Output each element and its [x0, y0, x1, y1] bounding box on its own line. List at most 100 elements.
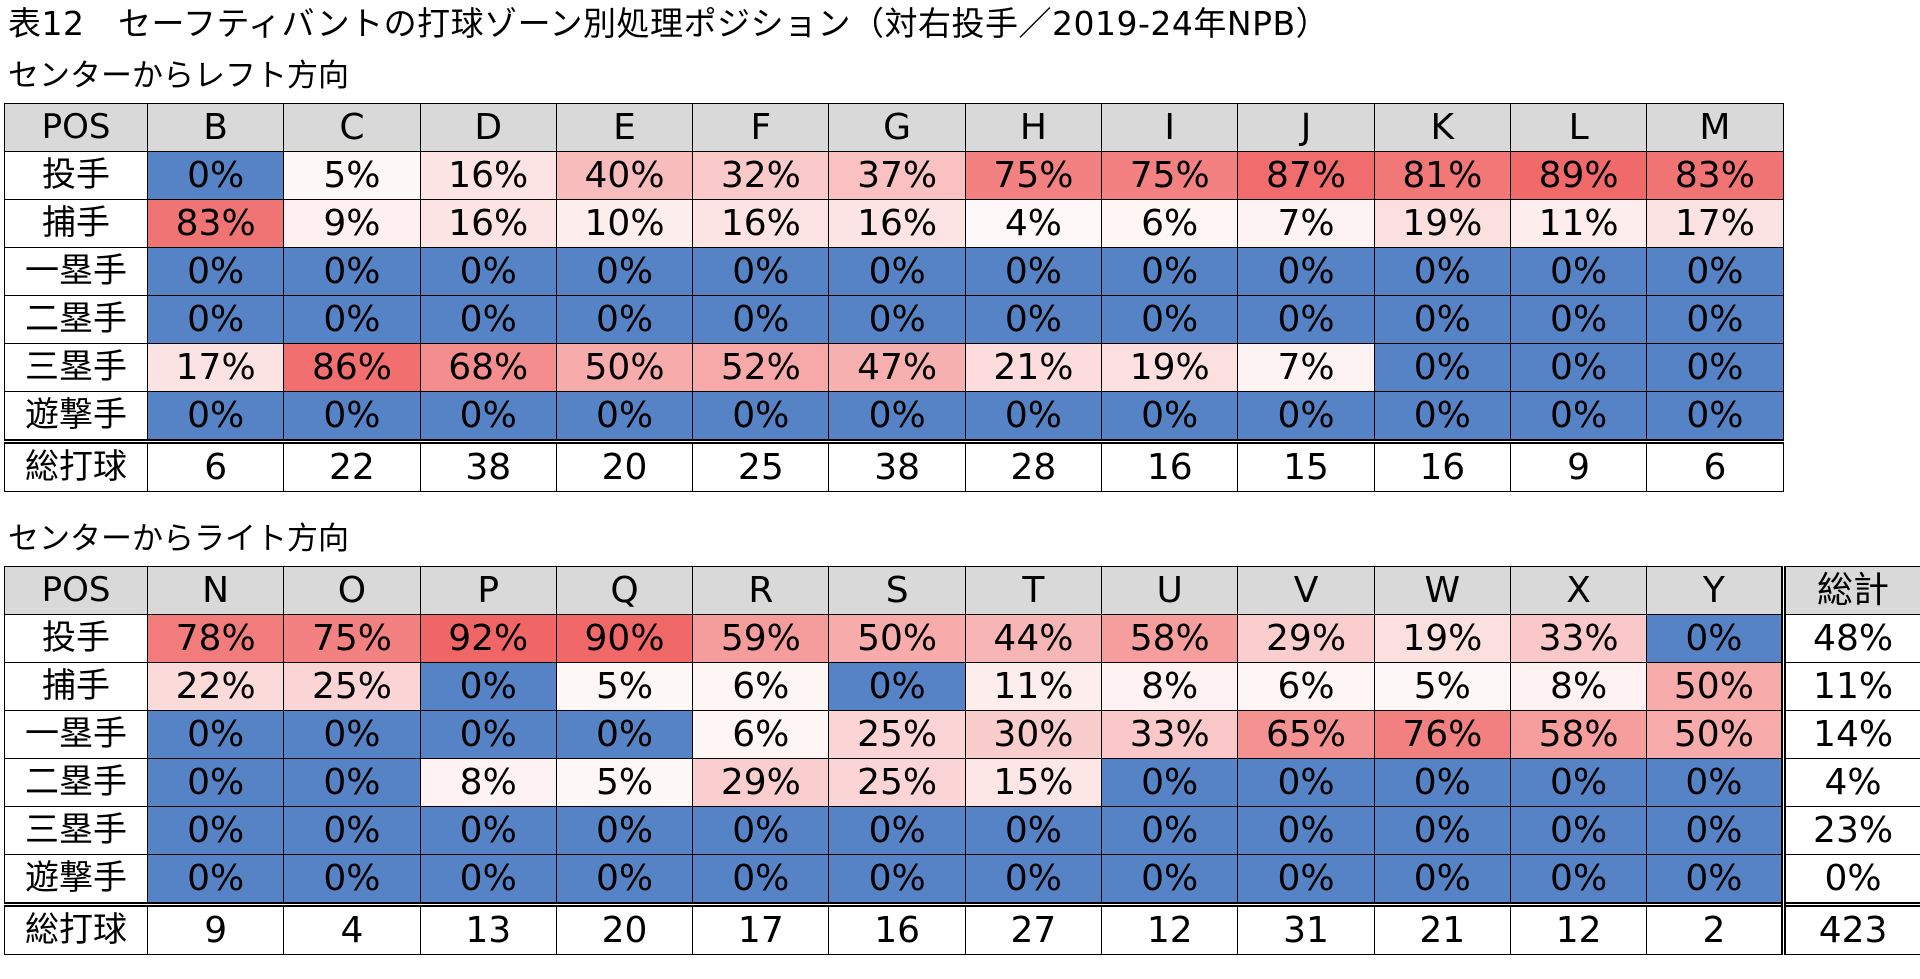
total-cell: 28	[964, 439, 1103, 492]
percent-cell: 25%	[828, 710, 966, 759]
percent-cell: 16%	[828, 199, 966, 248]
sum-cell: 23%	[1780, 806, 1920, 855]
percent-cell: 0%	[828, 662, 966, 711]
percent-cell: 0%	[1373, 806, 1511, 855]
header-row: POS N O P Q R S T U V W X Y 総計	[4, 566, 1920, 615]
percent-cell: 7%	[1237, 199, 1375, 248]
percent-cell: 0%	[555, 806, 694, 855]
zone-header: T	[964, 566, 1103, 615]
percent-cell: 0%	[283, 854, 421, 905]
percent-cell: 0%	[555, 247, 694, 296]
table-row: 二塁手 0% 0% 0% 0% 0% 0% 0% 0% 0% 0% 0% 0%	[4, 295, 1784, 344]
zone-header: K	[1373, 103, 1511, 152]
percent-cell: 47%	[828, 343, 966, 392]
percent-cell: 83%	[1646, 151, 1784, 200]
total-cell: 6	[146, 439, 285, 492]
percent-cell: 15%	[964, 758, 1103, 807]
percent-cell: 0%	[146, 758, 285, 807]
percent-cell: 0%	[555, 710, 694, 759]
percent-cell: 29%	[1237, 614, 1375, 663]
pos-header: POS	[4, 103, 148, 152]
sum-cell: 11%	[1780, 662, 1920, 711]
percent-cell: 6%	[692, 662, 830, 711]
position-label: 捕手	[4, 662, 148, 711]
zone-header: M	[1646, 103, 1784, 152]
percent-cell: 0%	[1509, 391, 1648, 442]
percent-cell: 0%	[828, 854, 966, 905]
percent-cell: 0%	[1101, 247, 1239, 296]
percent-cell: 0%	[555, 854, 694, 905]
percent-cell: 5%	[283, 151, 421, 200]
total-cell: 21	[1373, 902, 1511, 955]
total-cell: 31	[1237, 902, 1375, 955]
percent-cell: 50%	[1646, 662, 1784, 711]
zone-header: C	[283, 103, 421, 152]
position-label: 一塁手	[4, 247, 148, 296]
percent-cell: 0%	[419, 391, 557, 442]
table-row: 遊撃手 0% 0% 0% 0% 0% 0% 0% 0% 0% 0% 0% 0% 0%	[4, 854, 1920, 905]
percent-cell: 0%	[146, 710, 285, 759]
percent-cell: 0%	[1237, 391, 1375, 442]
percent-cell: 0%	[1373, 295, 1511, 344]
percent-cell: 0%	[1101, 391, 1239, 442]
percent-cell: 0%	[1373, 343, 1511, 392]
percent-cell: 7%	[1237, 343, 1375, 392]
percent-cell: 11%	[964, 662, 1103, 711]
percent-cell: 81%	[1373, 151, 1511, 200]
percent-cell: 0%	[1509, 295, 1648, 344]
percent-cell: 5%	[555, 758, 694, 807]
percent-cell: 0%	[1373, 758, 1511, 807]
page-title: 表12 セーフティバントの打球ゾーン別処理ポジション（対右投手／2019-24年…	[8, 4, 1330, 43]
percent-cell: 0%	[555, 391, 694, 442]
percent-cell: 0%	[692, 854, 830, 905]
percent-cell: 33%	[1509, 614, 1648, 663]
zone-header: R	[692, 566, 830, 615]
table-row: 遊撃手 0% 0% 0% 0% 0% 0% 0% 0% 0% 0% 0% 0%	[4, 391, 1784, 442]
percent-cell: 33%	[1101, 710, 1239, 759]
percent-cell: 29%	[692, 758, 830, 807]
percent-cell: 0%	[1237, 295, 1375, 344]
percent-cell: 0%	[283, 806, 421, 855]
zone-header: Q	[555, 566, 694, 615]
zone-header: D	[419, 103, 557, 152]
percent-cell: 8%	[419, 758, 557, 807]
percent-cell: 0%	[1646, 806, 1784, 855]
percent-cell: 6%	[1101, 199, 1239, 248]
percent-cell: 0%	[1509, 758, 1648, 807]
percent-cell: 0%	[1373, 391, 1511, 442]
zone-header: B	[146, 103, 285, 152]
zone-header: G	[828, 103, 966, 152]
sum-header: 総計	[1780, 566, 1920, 615]
section-caption-left: センターからレフト方向	[8, 58, 349, 94]
position-label: 二塁手	[4, 295, 148, 344]
percent-cell: 16%	[419, 151, 557, 200]
totals-row: 総打球 9 4 13 20 17 16 27 12 31 21 12 2 423	[4, 902, 1920, 955]
sum-cell: 0%	[1780, 854, 1920, 905]
table-row: 投手 78% 75% 92% 90% 59% 50% 44% 58% 29% 19% 33% 0% 48%	[4, 614, 1920, 663]
percent-cell: 0%	[1509, 343, 1648, 392]
total-cell: 38	[828, 439, 966, 492]
percent-cell: 0%	[1237, 247, 1375, 296]
percent-cell: 0%	[828, 295, 966, 344]
percent-cell: 21%	[964, 343, 1103, 392]
percent-cell: 0%	[419, 247, 557, 296]
percent-cell: 19%	[1373, 199, 1511, 248]
percent-cell: 0%	[146, 295, 285, 344]
zone-table-right: POS N O P Q R S T U V W X Y 総計 投手 78% 75% 92% 90% 59% 50% 44%…	[4, 566, 1920, 955]
percent-cell: 0%	[283, 295, 421, 344]
total-cell: 9	[146, 902, 285, 955]
total-cell: 6	[1646, 439, 1784, 492]
percent-cell: 87%	[1237, 151, 1375, 200]
position-label: 三塁手	[4, 343, 148, 392]
percent-cell: 0%	[1237, 758, 1375, 807]
percent-cell: 22%	[146, 662, 285, 711]
percent-cell: 0%	[1509, 247, 1648, 296]
percent-cell: 40%	[555, 151, 694, 200]
pos-header: POS	[4, 566, 148, 615]
percent-cell: 6%	[692, 710, 830, 759]
percent-cell: 19%	[1101, 343, 1239, 392]
total-cell: 25	[692, 439, 830, 492]
percent-cell: 11%	[1509, 199, 1648, 248]
percent-cell: 0%	[1101, 806, 1239, 855]
percent-cell: 9%	[283, 199, 421, 248]
